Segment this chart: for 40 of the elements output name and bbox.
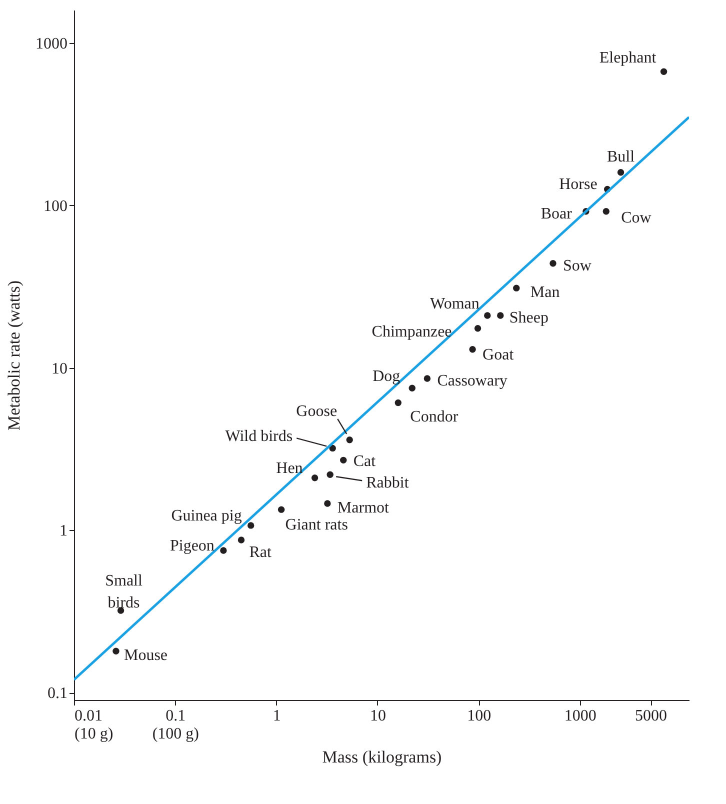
x-tick-label: 0.01 (10 g) <box>74 708 114 742</box>
annotation: Guinea pig <box>171 507 242 524</box>
x-tick-label: 1 <box>272 708 281 724</box>
y-tick-label: 100 <box>44 198 68 215</box>
annotation: Woman <box>430 296 480 313</box>
annotation: Mouse <box>124 647 168 664</box>
annotation: Goat <box>482 346 514 364</box>
annotation: Man <box>530 284 560 302</box>
annotation: Cassowary <box>437 372 508 390</box>
x-tick-label: 100 <box>467 708 492 724</box>
x-tick-label: 1000 <box>564 708 596 724</box>
y-tick-label: 10 <box>52 360 68 378</box>
annotation: Rabbit <box>366 474 410 492</box>
y-tick-label: 1 <box>60 522 68 540</box>
annotation: Goose <box>296 402 338 420</box>
annotation: Small birds <box>105 572 143 612</box>
x-tick-label: 10 <box>370 708 386 724</box>
annotation: Sheep <box>509 310 549 327</box>
annotation: Cow <box>621 209 652 226</box>
annotation: Boar <box>540 205 573 222</box>
annotation: Horse <box>559 176 598 194</box>
x-tick-label: 0.1 (100 g) <box>152 708 199 742</box>
y-tick-label: 0.1 <box>48 685 68 702</box>
annotation: Pigeon <box>170 538 214 554</box>
annotation: Bull <box>607 148 636 166</box>
y-axis-title: Metabolic rate (watts) <box>4 280 24 431</box>
annotation: Condor <box>410 408 459 426</box>
annotation: Sow <box>562 257 592 274</box>
y-tick-label: 1000 <box>36 36 68 53</box>
annotation: Wild birds <box>225 428 293 446</box>
x-tick-label: 5000 <box>635 708 668 724</box>
annotation: Chimpanzee <box>372 323 452 340</box>
annotation: Elephant <box>599 50 657 67</box>
annotation: Giant rats <box>285 516 348 534</box>
annotation: Hen <box>276 460 303 477</box>
annotation: Cat <box>353 453 376 470</box>
x-axis-title: Mass (kilograms) <box>322 748 442 766</box>
annotation: Rat <box>249 544 272 562</box>
annotation: Marmot <box>337 500 390 517</box>
annotation: Dog <box>372 368 400 386</box>
